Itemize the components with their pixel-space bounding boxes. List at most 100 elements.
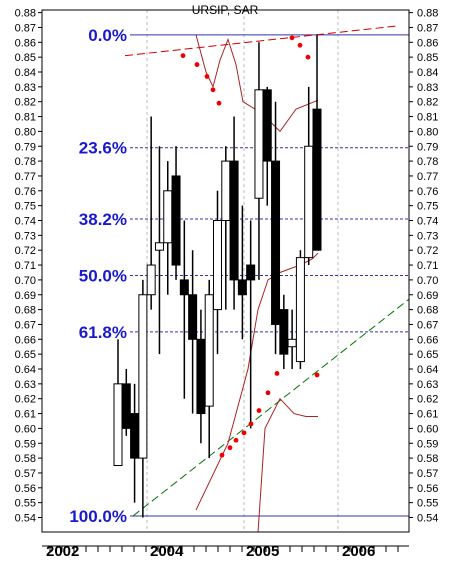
- sar-dot: [248, 421, 254, 427]
- sar-dot: [274, 371, 280, 376]
- y-tick-label-left: 0.88: [15, 8, 36, 20]
- chart-title: URSIP, SAR: [192, 3, 259, 17]
- candle-body: [138, 294, 148, 459]
- y-tick-label-right: 0.64: [417, 364, 438, 376]
- sar-dot: [265, 390, 271, 396]
- y-tick-label-right: 0.65: [417, 349, 438, 361]
- y-tick-label-left: 0.60: [15, 423, 36, 435]
- candle-body: [279, 309, 289, 355]
- candle-body: [246, 264, 256, 281]
- y-tick-label-right: 0.58: [417, 453, 438, 465]
- sar-dot: [227, 445, 233, 451]
- sar-dot: [305, 54, 311, 60]
- y-tick-label-right: 0.72: [417, 245, 438, 257]
- y-tick-label-right: 0.66: [417, 334, 438, 346]
- candle-body: [196, 338, 206, 415]
- candle-body: [295, 257, 305, 363]
- y-tick-label-left: 0.84: [15, 67, 36, 79]
- sar-dot: [219, 452, 225, 458]
- y-tick-label-left: 0.77: [15, 171, 36, 183]
- y-tick-label-right: 0.88: [417, 8, 438, 20]
- y-tick-label-left: 0.85: [15, 52, 36, 64]
- axes: 0.54 0.54 0.55 0.55 0.56 0.56 0.57 0.57 0.58 0.58…: [15, 8, 439, 560]
- candle-body: [254, 89, 264, 199]
- y-tick-label-right: 0.74: [417, 216, 438, 228]
- sar-dot: [256, 408, 262, 413]
- y-tick-label-right: 0.69: [417, 290, 438, 302]
- y-tick-label-right: 0.82: [417, 97, 438, 109]
- y-tick-label-right: 0.80: [417, 126, 438, 138]
- y-tick-label-left: 0.66: [15, 334, 36, 346]
- trendlines: [124, 25, 410, 517]
- y-tick-label-left: 0.67: [15, 319, 36, 331]
- y-tick-label-right: 0.85: [417, 52, 438, 64]
- y-tick-label-left: 0.87: [15, 22, 36, 34]
- trendline: [124, 25, 398, 57]
- candle-body: [237, 279, 247, 296]
- sar-dot: [233, 437, 239, 443]
- y-tick-label-right: 0.79: [417, 141, 438, 153]
- y-tick-label-left: 0.71: [15, 260, 36, 272]
- y-tick-label-right: 0.71: [417, 260, 438, 272]
- y-tick-label-right: 0.78: [417, 156, 438, 168]
- y-tick-label-left: 0.61: [15, 409, 36, 421]
- sar-dot: [289, 35, 295, 41]
- candles: [113, 34, 322, 518]
- fib-level-label: 23.6%: [79, 139, 127, 158]
- y-tick-label-left: 0.75: [15, 201, 36, 213]
- candle-body: [130, 413, 140, 459]
- y-tick-label-left: 0.73: [15, 230, 36, 242]
- candle-body: [262, 89, 272, 162]
- candle-body: [113, 383, 123, 467]
- y-tick-label-right: 0.62: [417, 394, 438, 406]
- y-tick-label-right: 0.67: [417, 319, 438, 331]
- plot-frame: [41, 9, 410, 533]
- y-tick-label-left: 0.78: [15, 156, 36, 168]
- y-tick-label-left: 0.56: [15, 483, 36, 495]
- y-tick-label-left: 0.69: [15, 290, 36, 302]
- y-tick-label-left: 0.86: [15, 37, 36, 49]
- fib-level-label: 50.0%: [79, 266, 127, 285]
- y-tick-label-right: 0.60: [417, 423, 438, 435]
- y-tick-label-left: 0.58: [15, 453, 36, 465]
- sar-dot: [180, 53, 186, 59]
- candle-body: [221, 160, 231, 222]
- fib-level-label: 0.0%: [88, 26, 127, 45]
- y-tick-label-right: 0.83: [417, 82, 438, 94]
- trendline: [132, 298, 410, 517]
- sar-dot: [194, 62, 200, 67]
- y-tick-label-left: 0.74: [15, 216, 36, 228]
- candle-body: [287, 338, 297, 348]
- y-tick-label-left: 0.79: [15, 141, 36, 153]
- band-upper-line: [195, 34, 319, 133]
- band-lower2-line: [257, 397, 318, 533]
- y-tick-label-right: 0.73: [417, 230, 438, 242]
- sar-dots: [180, 35, 320, 458]
- y-tick-label-left: 0.80: [15, 126, 36, 138]
- y-tick-label-right: 0.56: [417, 483, 438, 495]
- y-tick-label-left: 0.65: [15, 349, 36, 361]
- y-tick-label-left: 0.59: [15, 438, 36, 450]
- y-tick-label-left: 0.68: [15, 305, 36, 317]
- y-tick-label-right: 0.68: [417, 305, 438, 317]
- candle-body: [154, 242, 164, 251]
- candle-body: [179, 279, 189, 296]
- y-tick-label-left: 0.57: [15, 468, 36, 480]
- y-tick-label-left: 0.54: [15, 513, 36, 525]
- fib-level-label: 61.8%: [79, 323, 127, 342]
- sar-dot: [314, 372, 320, 378]
- sar-dot: [241, 430, 247, 436]
- candle-body: [213, 220, 222, 311]
- x-tick-label: 2004: [150, 543, 184, 560]
- x-tick-label: 2006: [342, 543, 375, 560]
- candle-body: [304, 145, 314, 259]
- y-tick-label-right: 0.77: [417, 171, 438, 183]
- y-tick-label-left: 0.81: [15, 112, 36, 124]
- y-tick-label-right: 0.63: [417, 379, 438, 391]
- sar-dot: [204, 74, 210, 79]
- x-tick-label: 2005: [246, 543, 279, 560]
- y-tick-label-right: 0.84: [417, 67, 438, 79]
- sar-dot: [216, 100, 222, 106]
